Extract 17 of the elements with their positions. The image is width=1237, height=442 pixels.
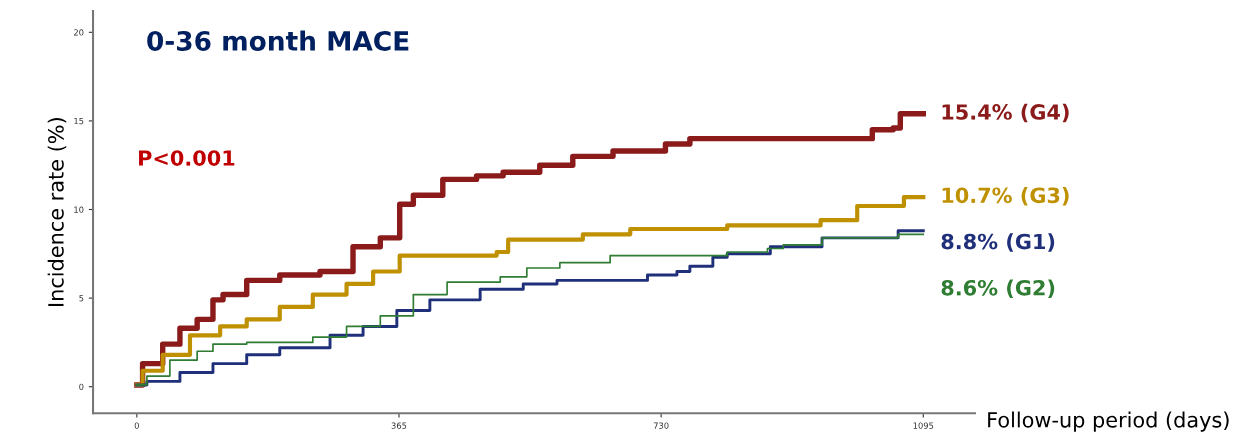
x-tick-label: 1095 [913, 422, 934, 429]
series-label: 15.4% (G4) [942, 103, 1069, 123]
annotation: P<0.001 [139, 150, 235, 166]
y-tick-label: 20 [74, 29, 84, 36]
y-axis-title: Incidence rate (%) [47, 118, 67, 306]
x-axis-title: Follow-up period (days) [988, 411, 1229, 432]
y-tick-label: 5 [79, 295, 84, 302]
y-tick-label: 0 [79, 383, 84, 390]
series-label: 8.8% (G1) [941, 233, 1055, 252]
x-tick-label: 0 [134, 422, 139, 429]
y-tick-label: 10 [74, 206, 84, 213]
y-tick-label: 15 [74, 118, 84, 125]
x-tick-label: 365 [391, 422, 407, 429]
x-tick-label: 730 [653, 422, 669, 429]
series-label: 10.7% (G3) [942, 187, 1069, 206]
text: 0-36 month MACE [147, 30, 409, 51]
text: 8.6% (G2) [941, 279, 1055, 299]
